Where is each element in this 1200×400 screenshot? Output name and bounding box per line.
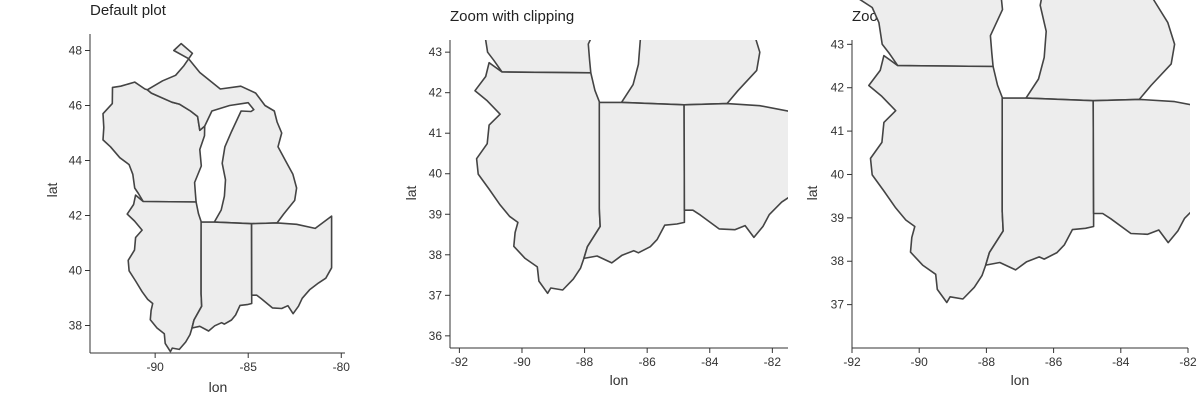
x-tick-label: -88 — [978, 355, 996, 369]
axes: lon lat -90 -85 -80 38 40 42 44 46 48 — [44, 34, 350, 395]
axes: lon lat -92 -90 -88 -86 -84 -82 36 37 38 39 40 41 42… — [403, 40, 788, 388]
states-layer — [859, 0, 1190, 304]
panel-title: Default plot — [90, 2, 167, 19]
y-axis-title: lat — [44, 183, 60, 198]
y-tick-label: 42 — [831, 81, 845, 95]
state-illinois — [868, 54, 1004, 304]
state-indiana — [191, 221, 253, 332]
x-tick-label: -90 — [513, 355, 531, 369]
plot-area — [474, 40, 788, 295]
state-ohio — [1092, 98, 1190, 244]
x-axis-title: lon — [209, 379, 228, 395]
y-tick-label: 43 — [831, 37, 845, 51]
y-tick-label: 40 — [831, 167, 845, 181]
x-tick-label: -90 — [911, 355, 929, 369]
state-wisconsin — [484, 40, 592, 74]
y-tick-label: 37 — [831, 298, 845, 312]
x-tick-label: -88 — [576, 355, 594, 369]
y-tick-label: 38 — [831, 254, 845, 268]
y-tick-label: 43 — [429, 45, 443, 59]
panel-zoom-without-clipping: Zoom without clipping lon lat -92-90-88-… — [804, 0, 1197, 388]
y-tick-label: 46 — [69, 99, 83, 113]
y-tick-label: 41 — [429, 126, 443, 140]
x-tick-label: -82 — [764, 355, 782, 369]
y-tick-label: 41 — [831, 124, 845, 138]
x-axis-title: lon — [610, 372, 629, 388]
y-tick-label: 40 — [429, 167, 443, 181]
y-tick-label: 38 — [69, 319, 83, 333]
x-tick-label: -82 — [1179, 355, 1197, 369]
x-tick-label: -86 — [1045, 355, 1063, 369]
x-tick-label: -84 — [701, 355, 719, 369]
y-tick-label: 38 — [429, 248, 443, 262]
state-wisconsin — [859, 0, 1004, 68]
state-illinois — [474, 61, 601, 295]
state-indiana — [984, 97, 1095, 271]
x-tick-label: -84 — [1112, 355, 1130, 369]
state-michigan — [146, 42, 298, 225]
state-ohio — [683, 102, 788, 239]
state-michigan — [620, 40, 761, 106]
y-tick-label: 42 — [69, 209, 83, 223]
state-indiana — [583, 101, 686, 264]
plot-area — [859, 0, 1190, 304]
x-tick-label: -86 — [638, 355, 656, 369]
x-tick-label: -90 — [146, 360, 164, 374]
y-axis-title: lat — [804, 186, 820, 201]
x-tick-label: -92 — [451, 355, 469, 369]
plot-area — [102, 42, 333, 353]
state-michigan — [1025, 0, 1176, 102]
x-tick-label: -85 — [240, 360, 258, 374]
y-tick-label: 40 — [69, 264, 83, 278]
states-layer — [474, 40, 788, 295]
state-ohio — [250, 215, 333, 315]
axes: lon lat -92 -90 -88 -86 -84 -82 37 38 39 40 41 42 43 — [804, 37, 1197, 388]
panel-default-plot: Default plot lon lat -90 -85 -80 38 40 42 44 46… — [44, 2, 350, 395]
y-tick-label: 39 — [831, 211, 845, 225]
state-illinois — [126, 194, 203, 353]
y-axis-title: lat — [403, 186, 419, 201]
y-tick-label: 39 — [429, 207, 443, 221]
y-tick-label: 36 — [429, 329, 443, 343]
y-tick-label: 48 — [69, 44, 83, 58]
panel-title: Zoom with clipping — [450, 8, 574, 25]
state-wisconsin — [102, 81, 206, 203]
y-tick-label: 42 — [429, 86, 443, 100]
x-axis-title: lon — [1011, 372, 1030, 388]
y-tick-label: 44 — [69, 154, 83, 168]
x-tick-label: -80 — [333, 360, 351, 374]
states-layer — [102, 42, 333, 353]
x-tick-label: -92 — [843, 355, 861, 369]
y-tick-label: 37 — [429, 288, 443, 302]
panel-zoom-with-clipping: Zoom with clipping lon lat -92 -90 -88 -86 -… — [403, 8, 788, 388]
